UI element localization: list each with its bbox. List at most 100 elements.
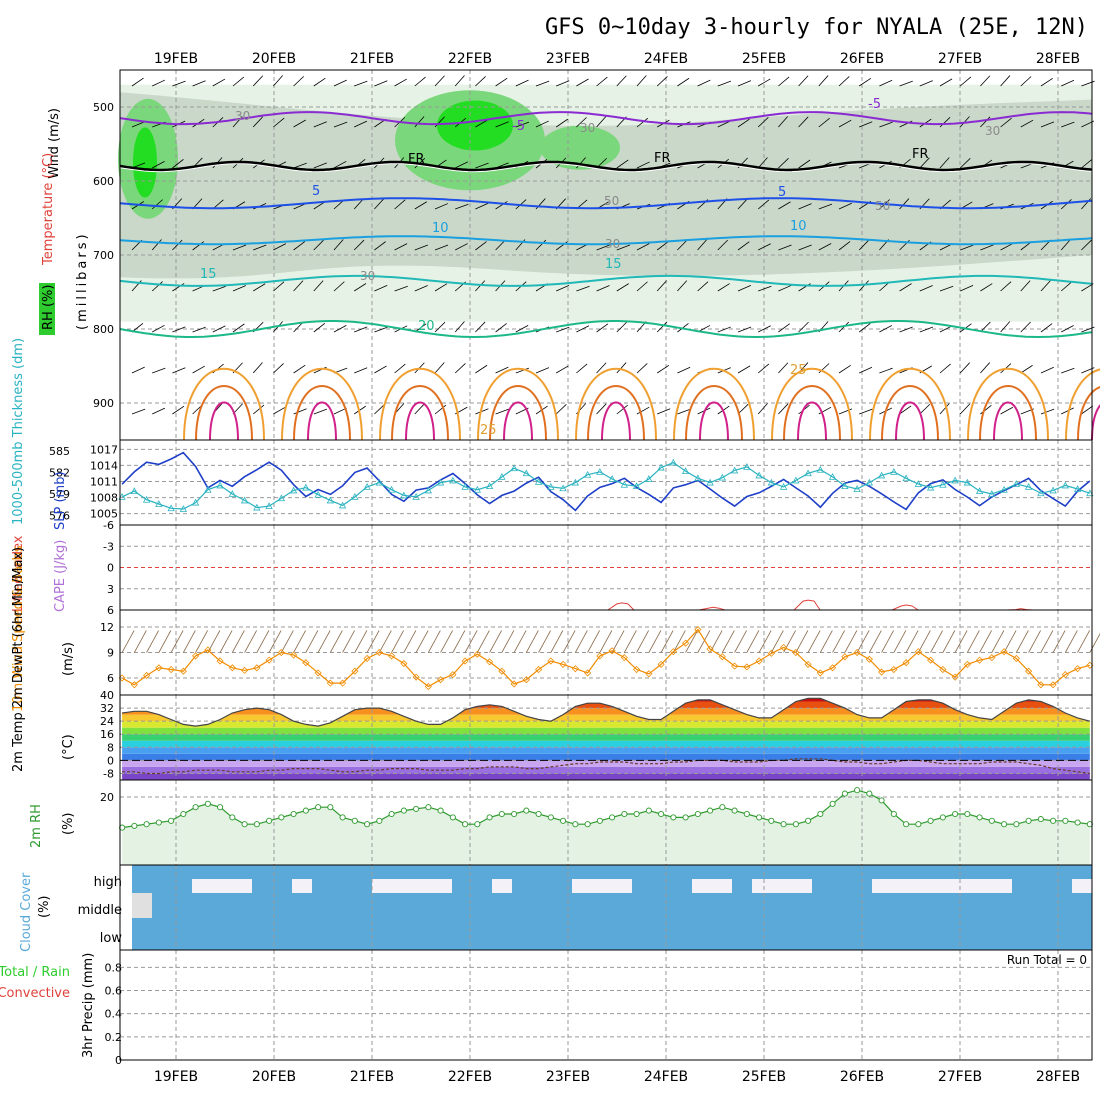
lifted-index-axis-label: Lifted Index <box>11 535 26 612</box>
isotherm-label: 10 <box>790 219 807 234</box>
wind-barb <box>737 118 750 128</box>
wind10m-barb <box>611 630 625 653</box>
wind10m-point <box>841 653 849 661</box>
wind10m-point <box>130 681 138 689</box>
thickness-point <box>657 463 665 471</box>
wind10m-barb <box>182 630 196 653</box>
wind-barb <box>899 405 912 415</box>
wind10m-barb <box>856 630 870 653</box>
rh2m-point <box>1025 817 1032 824</box>
wind10m-barb <box>170 630 184 653</box>
wind10m-barb <box>464 630 478 653</box>
cloud-high-cell <box>492 865 512 879</box>
wind-barb <box>414 403 425 415</box>
rh2m-point <box>168 817 175 824</box>
wind-barb <box>1081 239 1092 251</box>
rh2m-point <box>866 790 873 797</box>
rh2m-axis-label: 2m RH <box>29 804 44 848</box>
cloud-high-cell <box>892 865 912 879</box>
wind-barb <box>353 283 367 292</box>
isotherm-label: -5 <box>512 119 525 134</box>
temp-band <box>122 708 1090 715</box>
wind-barb <box>858 280 869 292</box>
wind-barb <box>495 121 509 128</box>
wind10m-barb <box>562 630 576 653</box>
slp-axis-label: SLP (mb) <box>53 471 68 530</box>
wind-barb <box>354 326 368 333</box>
wind10m-point <box>878 668 886 676</box>
wind10m-point <box>1025 667 1033 675</box>
wind10m-point <box>669 648 677 656</box>
wind-barb <box>252 362 263 374</box>
wind-barb <box>697 281 709 292</box>
rh2m-point <box>841 790 848 797</box>
wind-barb <box>677 366 691 374</box>
wind-barb <box>414 116 425 128</box>
isotherm-15 <box>119 274 1093 287</box>
temp-band <box>122 766 1090 774</box>
wind-barb <box>959 158 971 169</box>
wind-barb <box>333 121 348 128</box>
wind10m-point <box>400 659 408 668</box>
wind-barb <box>960 244 974 251</box>
wind-barb <box>1000 75 1011 87</box>
wind10m-barb <box>305 630 319 653</box>
thickness-point <box>277 494 286 502</box>
cloud-high-cell <box>372 865 392 879</box>
wind10m-tick-label: 6 <box>107 672 114 685</box>
rh2m-point <box>964 810 971 818</box>
thickness-point <box>583 470 592 478</box>
wind-barb <box>252 404 265 415</box>
wind-barb <box>333 281 345 292</box>
wind-barb <box>232 76 245 87</box>
thickness-point <box>926 483 935 491</box>
wind-barb <box>455 203 469 210</box>
wind-barb <box>313 408 328 415</box>
wind-barb <box>1040 121 1055 128</box>
wind-barb <box>939 285 954 292</box>
cloud-high-cell <box>1032 865 1052 893</box>
rh-blob-70 <box>540 125 620 170</box>
wind-barb <box>1061 79 1075 87</box>
wind-barb <box>434 203 449 210</box>
wind-barb <box>778 76 790 87</box>
thickness-point <box>559 484 567 492</box>
precip-frame <box>119 949 1093 1061</box>
cloud-high-cell <box>612 865 632 879</box>
cloud-high-cell <box>1052 865 1072 893</box>
wind-barb <box>1000 117 1012 128</box>
thickness-point <box>743 463 751 470</box>
wind-barb <box>434 244 449 251</box>
rh2m-point <box>400 807 407 814</box>
wind10m-barb <box>721 630 735 653</box>
li-tick-label: 6 <box>107 604 114 617</box>
wind-barb <box>697 79 711 87</box>
wind-barb <box>414 244 429 251</box>
wind10m-point <box>1000 648 1008 656</box>
thickness-point <box>191 498 200 506</box>
wind10m-point <box>963 660 971 668</box>
cloud-high-cell <box>172 865 192 893</box>
wind10m-barb <box>783 630 796 653</box>
isotherm-label: 20 <box>418 319 435 334</box>
wind10m-barb <box>158 630 172 653</box>
wind-barb <box>838 365 851 374</box>
wind-barb <box>535 120 549 128</box>
thickness-point <box>522 469 531 477</box>
rh2m-point <box>523 807 530 814</box>
rh-band-50 <box>120 92 1092 279</box>
wind-barb <box>394 78 407 87</box>
wind-barb <box>939 117 951 128</box>
wind-barb <box>394 199 406 210</box>
slp-tick-label: 1008 <box>90 492 118 505</box>
wind-barb <box>576 117 587 128</box>
temp-band <box>122 760 1090 767</box>
isotherm-label: -5 <box>868 97 881 112</box>
cloud-high-cell <box>932 865 952 879</box>
wind-barb <box>535 80 550 87</box>
thickness-point <box>167 504 175 512</box>
wind-barb <box>313 280 324 292</box>
thickness-point <box>1086 489 1094 497</box>
wind10m-barb <box>427 630 441 653</box>
wind-barb <box>616 159 629 169</box>
